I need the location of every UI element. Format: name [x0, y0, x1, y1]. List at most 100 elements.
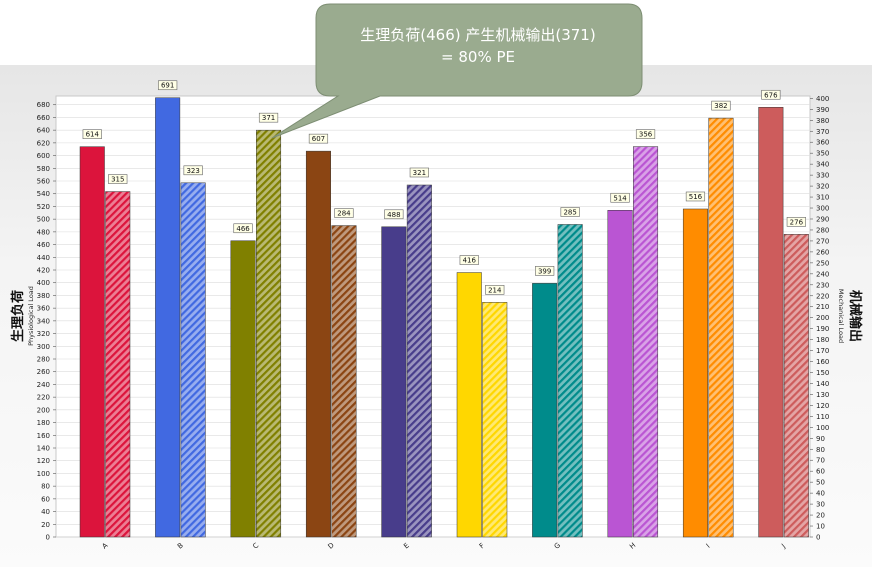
right-tick-label: 160 — [816, 358, 829, 366]
data-label-text: 607 — [312, 135, 325, 143]
data-label: 607 — [308, 133, 329, 144]
data-label-text: 691 — [161, 82, 174, 90]
left-tick-label: 520 — [37, 203, 50, 211]
data-label-box — [711, 100, 731, 111]
bar-mechanical-H — [633, 146, 659, 538]
bar-mechanical-D — [331, 225, 357, 538]
data-label: 514 — [610, 192, 630, 203]
left-tick-label: 400 — [37, 279, 50, 287]
right-tick-label: 100 — [816, 424, 829, 432]
data-label-box — [308, 133, 329, 144]
left-tick-label: 460 — [37, 241, 50, 249]
data-label: 416 — [459, 255, 479, 265]
left-tick-label: 0 — [46, 534, 50, 542]
data-label-box — [334, 208, 354, 218]
data-label: 488 — [384, 209, 404, 220]
right-axis-subtitle: Mechanical Load — [837, 289, 845, 343]
left-tick-label: 320 — [37, 330, 50, 338]
category-label: F — [478, 542, 486, 551]
left-tick-label: 380 — [37, 292, 50, 300]
data-label-box — [409, 167, 429, 178]
right-tick-label: 260 — [816, 248, 829, 256]
data-label-text: 323 — [186, 167, 199, 175]
data-label-text: 214 — [488, 286, 502, 294]
right-tick-label: 310 — [816, 194, 829, 202]
left-tick-label: 220 — [37, 394, 50, 402]
left-tick-label: 560 — [37, 178, 50, 186]
right-tick-label: 40 — [816, 490, 825, 498]
right-axis-ticks: 0 10 20 30 40 50 60 70 80 90 100 110 120 130 140 150 160… — [810, 95, 829, 542]
left-tick-label: 60 — [41, 495, 50, 503]
right-tick-label: 300 — [816, 205, 829, 213]
category-label: E — [402, 542, 411, 551]
right-tick-label: 120 — [816, 402, 829, 410]
data-label: 321 — [409, 167, 429, 178]
right-tick-label: 140 — [816, 380, 829, 388]
category-label: I — [705, 542, 712, 549]
right-tick-label: 230 — [816, 281, 829, 289]
left-axis-ticks: 0 20 40 60 80 100 120 140 160 180 200 220 240 260 280 3… — [37, 101, 56, 542]
data-labels: 614 315 691 323 466 371 607 284 488 321 416 214 399 2… — [82, 80, 806, 295]
category-label: D — [327, 541, 336, 551]
left-tick-label: 420 — [37, 267, 50, 275]
data-label-text: 276 — [790, 218, 804, 226]
right-tick-label: 280 — [816, 226, 829, 234]
left-tick-label: 40 — [41, 508, 50, 516]
left-tick-label: 280 — [37, 356, 50, 364]
right-tick-label: 270 — [816, 237, 829, 245]
right-tick-label: 380 — [816, 117, 829, 125]
category-labels: A B C D E F G H I J — [101, 541, 787, 551]
bar-physiological-F — [456, 272, 482, 538]
data-label: 356 — [635, 129, 656, 139]
left-tick-label: 360 — [37, 305, 50, 313]
data-label-box — [560, 207, 580, 217]
data-label-box — [108, 174, 128, 184]
right-tick-label: 110 — [816, 413, 829, 421]
data-label-box — [233, 223, 253, 234]
data-label: 285 — [560, 207, 580, 217]
data-label-text: 416 — [463, 257, 477, 265]
right-tick-label: 290 — [816, 215, 829, 223]
right-tick-label: 200 — [816, 314, 829, 322]
right-tick-label: 330 — [816, 172, 829, 180]
data-label-box — [786, 217, 806, 227]
bar-mechanical-E — [406, 184, 432, 538]
right-tick-label: 250 — [816, 259, 829, 267]
data-label-text: 488 — [387, 211, 400, 219]
data-label-box — [384, 209, 404, 220]
data-label-text: 399 — [538, 267, 551, 275]
right-tick-label: 350 — [816, 150, 829, 158]
bar-mechanical-F — [482, 302, 508, 538]
category-label: A — [101, 541, 110, 550]
data-label-box — [685, 191, 706, 202]
bar-mechanical-I — [708, 117, 734, 538]
bar-physiological-E — [381, 226, 407, 538]
bar-mechanical-C — [256, 129, 282, 538]
data-label-box — [635, 129, 656, 139]
data-label: 315 — [108, 174, 128, 184]
category-label: H — [628, 541, 637, 551]
data-label-box — [158, 80, 178, 91]
data-label: 382 — [711, 100, 731, 111]
right-tick-label: 340 — [816, 161, 829, 169]
data-label: 371 — [258, 112, 279, 123]
left-tick-label: 680 — [37, 101, 50, 109]
data-label-text: 321 — [413, 169, 426, 177]
right-tick-label: 60 — [816, 468, 825, 476]
left-tick-label: 300 — [37, 343, 50, 351]
left-tick-label: 580 — [37, 165, 50, 173]
data-label-box — [258, 112, 279, 123]
data-label-box — [485, 285, 505, 295]
right-tick-label: 30 — [816, 501, 825, 509]
data-label: 323 — [183, 165, 203, 176]
data-label-box — [535, 266, 555, 276]
data-label-box — [82, 129, 102, 139]
data-label-text: 284 — [337, 210, 351, 218]
left-tick-label: 260 — [37, 368, 50, 376]
left-axis-title: 生理负荷 — [10, 290, 26, 342]
left-tick-label: 640 — [37, 127, 50, 135]
bar-physiological-D — [305, 150, 331, 538]
data-label: 466 — [233, 223, 253, 234]
left-tick-label: 440 — [37, 254, 50, 262]
